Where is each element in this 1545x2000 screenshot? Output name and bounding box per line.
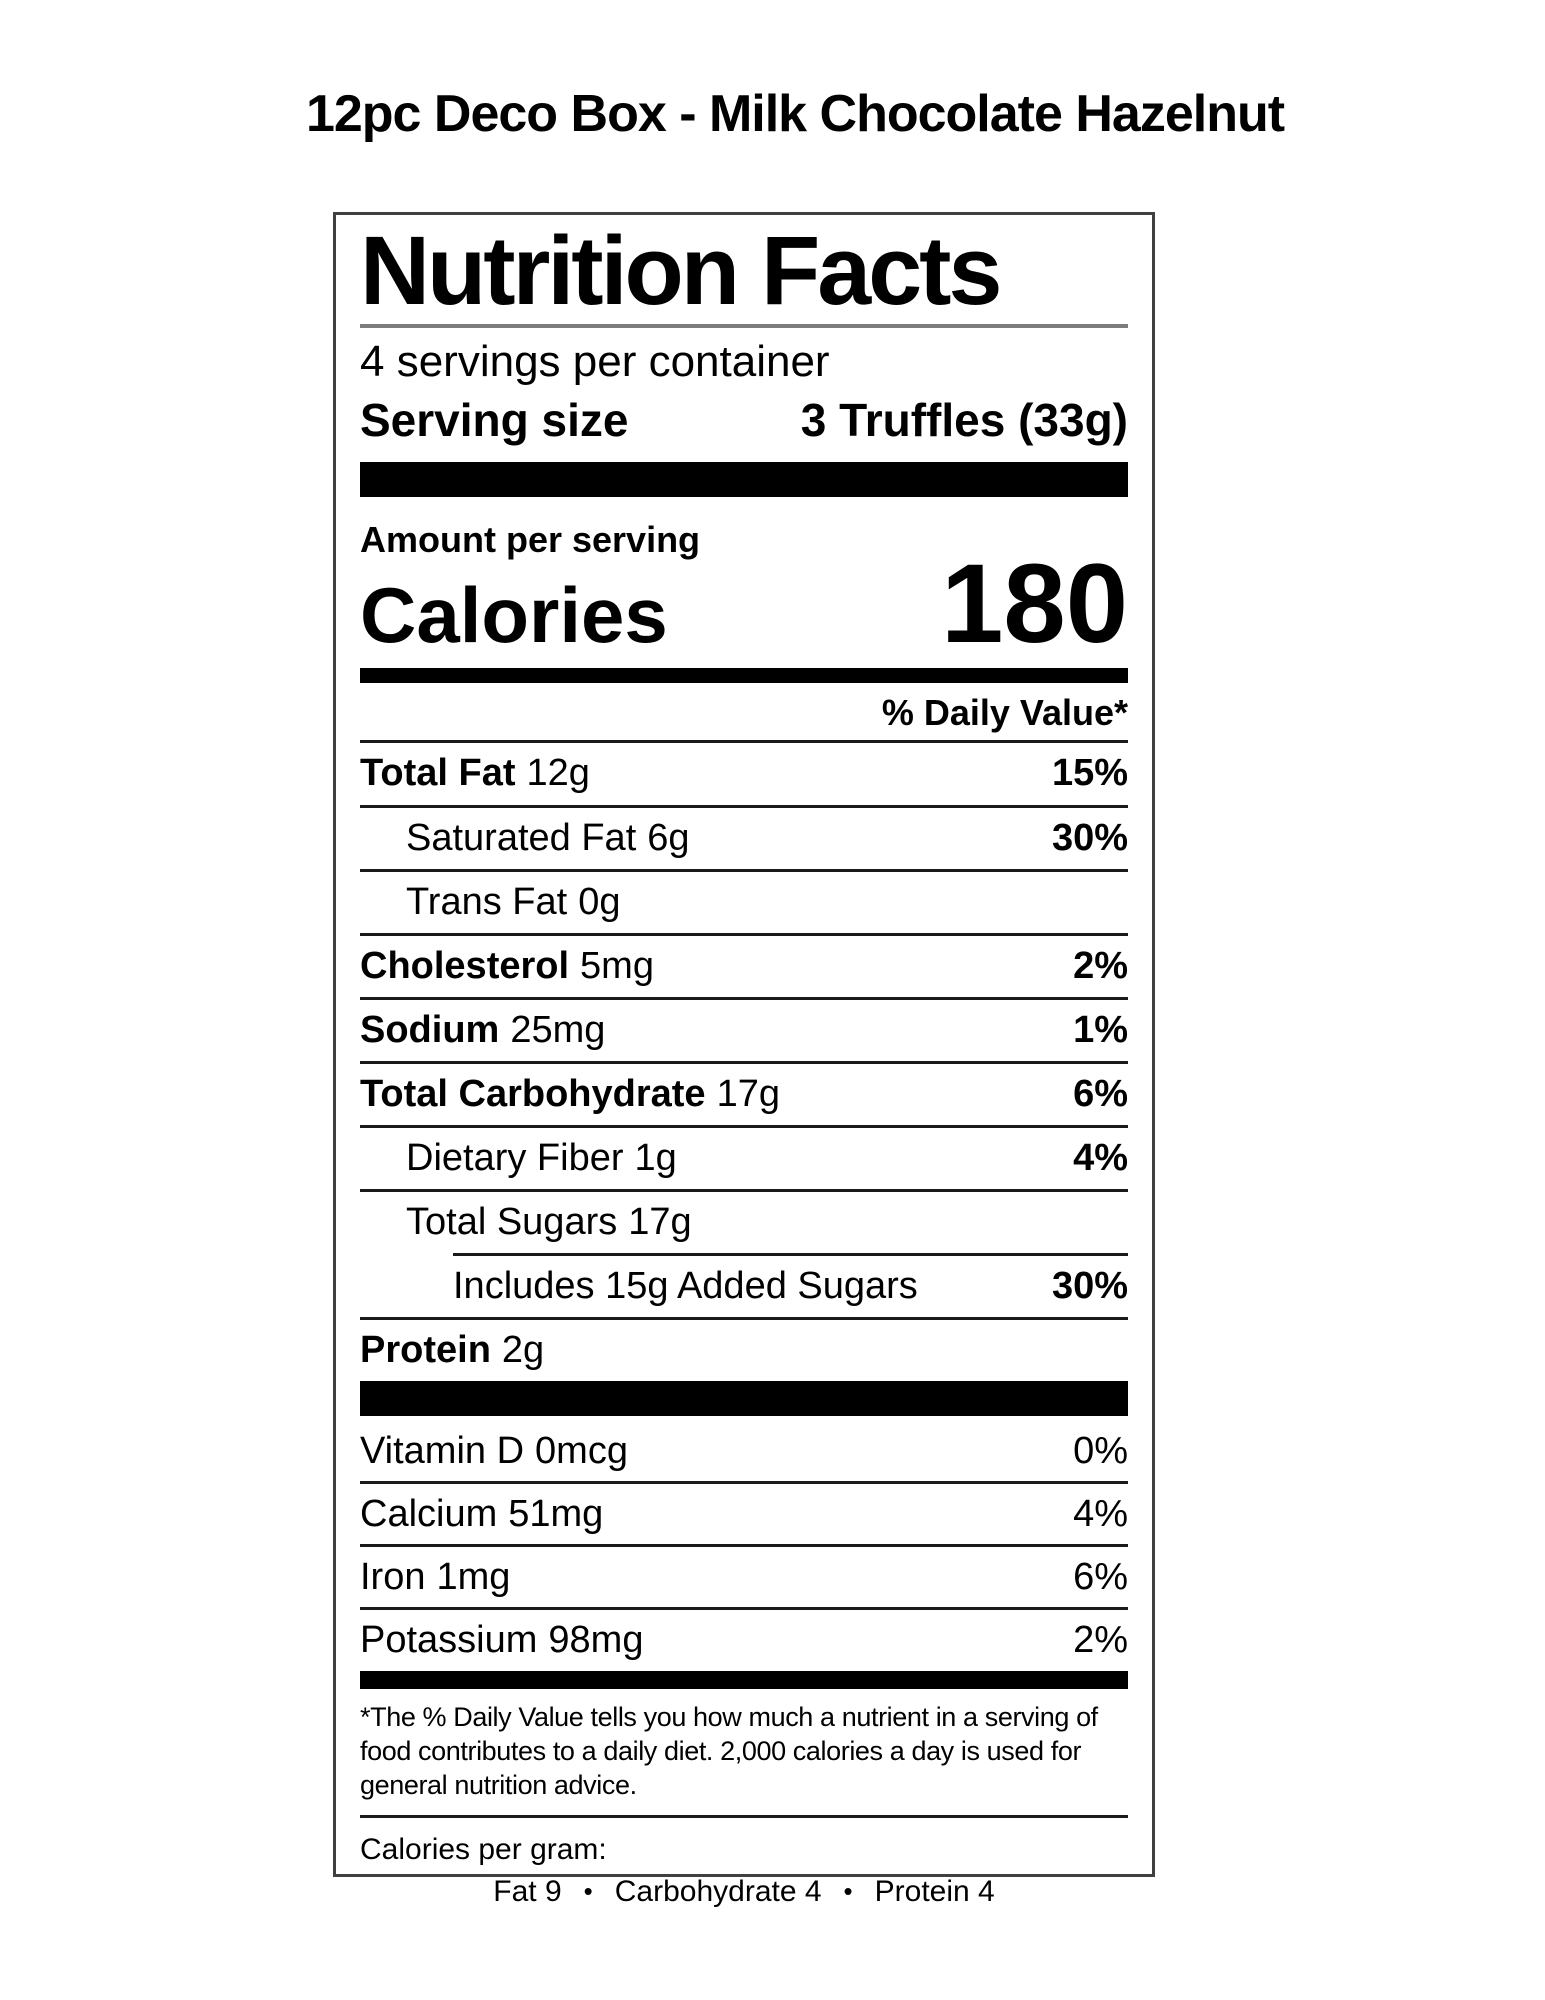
nutrient-row-trans-fat: Trans Fat 0g [360, 868, 1128, 933]
calories-label: Calories [360, 570, 668, 659]
nutrient-row-total-fat: Total Fat 12g 15% [360, 740, 1128, 804]
calories-per-gram-values: Fat 9 • Carbohydrate 4 • Protein 4 [360, 1875, 1128, 1908]
vitamin-row-calcium: Calcium 51mg 4% [360, 1481, 1128, 1544]
nutrient-row-total-carbohydrate: Total Carbohydrate 17g 6% [360, 1060, 1128, 1125]
daily-value-header: % Daily Value* [881, 691, 1128, 733]
vitamin-row-vitamin-d: Vitamin D 0mcg 0% [360, 1430, 1128, 1473]
title-underline [360, 324, 1128, 329]
nutrient-row-sodium: Sodium 25mg 1% [360, 996, 1128, 1061]
amount-per-serving-label: Amount per serving [360, 519, 701, 561]
calories-value: 180 [941, 540, 1128, 666]
calories-per-gram-label: Calories per gram: [360, 1832, 607, 1866]
cpg-fat: Fat 9 [493, 1874, 562, 1908]
bullet-separator: • [843, 1875, 853, 1906]
nutrient-row-cholesterol: Cholesterol 5mg 2% [360, 932, 1128, 997]
thick-rule-vitamins [360, 1381, 1128, 1417]
medium-rule-footer [360, 1670, 1128, 1689]
nutrient-rows: Total Fat 12g 15% Saturated Fat 6g 30% T… [360, 740, 1128, 1381]
nutrient-row-added-sugars: Includes 15g Added Sugars 30% [453, 1253, 1128, 1317]
nutrient-row-protein: Protein 2g [360, 1317, 1128, 1381]
serving-size-label: Serving size [360, 393, 629, 446]
footnote-divider [360, 1814, 1128, 1818]
nutrition-facts-title: Nutrition Facts [360, 216, 1002, 325]
nutrition-facts-label: Nutrition Facts 4 servings per container… [333, 212, 1155, 1908]
page-title: 12pc Deco Box - Milk Chocolate Hazelnut [305, 85, 1285, 143]
vitamin-row-potassium: Potassium 98mg 2% [360, 1607, 1128, 1670]
vitamin-rows: Vitamin D 0mcg 0% Calcium 51mg 4% Iron 1… [360, 1416, 1128, 1670]
daily-value-footnote: *The % Daily Value tells you how much a … [360, 1701, 1098, 1800]
bullet-separator: • [583, 1875, 593, 1906]
nutrient-row-saturated-fat: Saturated Fat 6g 30% [360, 804, 1128, 869]
serving-size-row: Serving size 3 Truffles (33g) [360, 393, 1128, 447]
nutrient-row-dietary-fiber: Dietary Fiber 1g 4% [360, 1124, 1128, 1189]
servings-per-container: 4 servings per container [360, 337, 830, 387]
calories-row: Calories 180 [360, 540, 1128, 666]
medium-rule-calories [360, 667, 1128, 683]
cpg-carbohydrate: Carbohydrate 4 [614, 1874, 822, 1908]
vitamin-row-iron: Iron 1mg 6% [360, 1544, 1128, 1607]
nutrient-row-total-sugars: Total Sugars 17g [360, 1188, 1128, 1253]
thick-rule-top [360, 462, 1128, 498]
cpg-protein: Protein 4 [874, 1874, 995, 1908]
serving-size-value: 3 Truffles (33g) [800, 393, 1128, 446]
